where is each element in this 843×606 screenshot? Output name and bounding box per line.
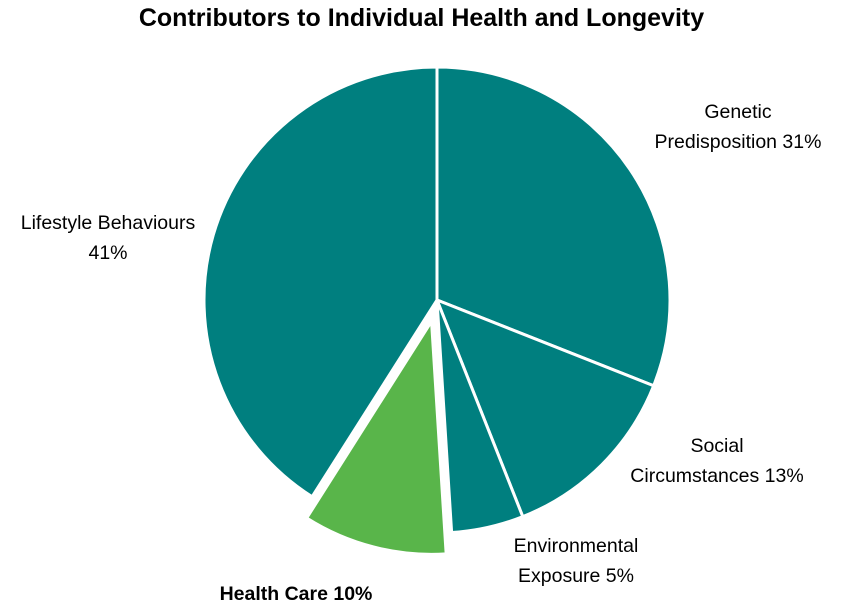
slice-label-environmental-exposure: Environmental Exposure 5% <box>514 535 639 587</box>
pie-slice-lifestyle-behaviours <box>202 65 439 499</box>
slice-label-social-circumstances: Social Circumstances 13% <box>630 435 803 487</box>
slice-label-health-care: Health Care 10% <box>220 583 373 605</box>
pie-slice-health-care <box>305 319 448 556</box>
slice-label-lifestyle-behaviours: Lifestyle Behaviours 41% <box>21 212 196 264</box>
pie-slice-social-circumstances <box>435 298 656 519</box>
chart-title: Contributors to Individual Health and Lo… <box>138 4 705 32</box>
pie-slice-genetic-predisposition <box>435 65 672 388</box>
slice-label-genetic-predisposition: Genetic Predisposition 31% <box>655 101 822 153</box>
pie-slice-environmental-exposure <box>435 298 525 535</box>
